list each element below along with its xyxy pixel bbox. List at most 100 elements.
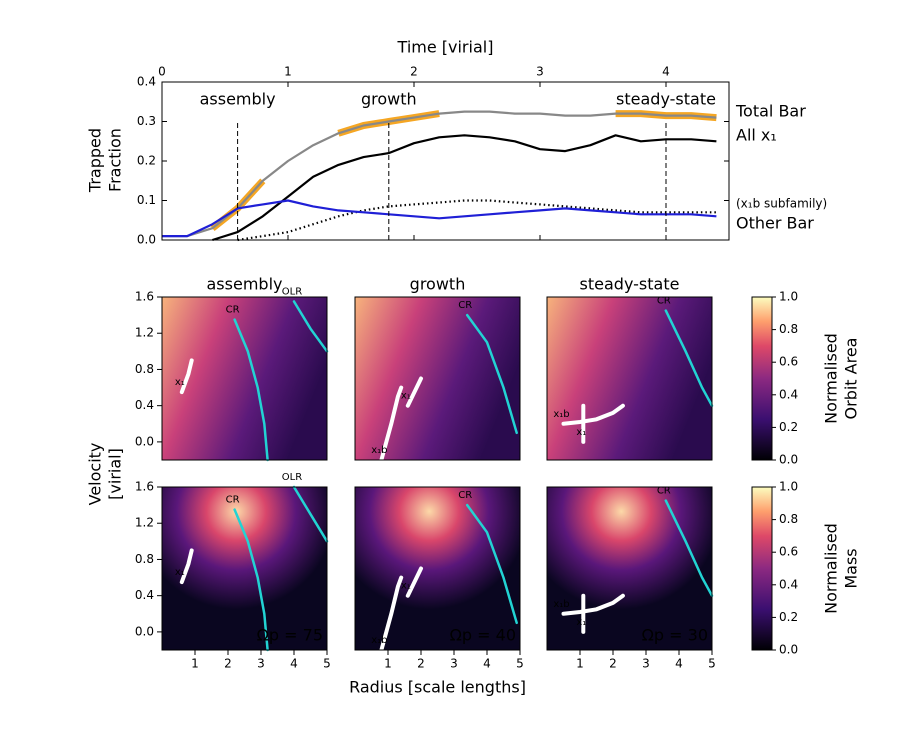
colorbar-label: Mass — [842, 548, 861, 588]
legend-label: All x₁ — [736, 126, 777, 145]
axes-frame — [354, 486, 521, 651]
curve — [233, 318, 269, 462]
heatmap-background — [547, 297, 712, 460]
series-line — [162, 110, 717, 238]
colorbar-tick-label: 1.0 — [779, 480, 798, 494]
y-axis-label: Trapped — [86, 128, 105, 193]
colorbar — [751, 486, 773, 651]
x-axis-label: Time [virial] — [397, 38, 494, 57]
y-axis-label: [virial] — [106, 448, 125, 500]
curve — [405, 376, 423, 408]
curve — [292, 485, 329, 543]
axes-frame — [354, 296, 521, 461]
y-tick-label: 0.8 — [135, 362, 154, 376]
y-tick-label: 0.1 — [137, 193, 156, 207]
x-tick-label: 3 — [536, 65, 544, 79]
heatmap-background — [355, 487, 520, 650]
curve — [561, 593, 625, 616]
y-tick-label: 0.0 — [137, 233, 156, 247]
curve — [179, 358, 194, 395]
curve — [664, 309, 714, 407]
x-tick-label: 1 — [384, 657, 392, 671]
colorbar-label: Normalised — [822, 523, 841, 614]
y-tick-label: 0.4 — [137, 75, 156, 89]
x-tick-label: 4 — [483, 657, 491, 671]
colorbar-tick-label: 0.8 — [779, 322, 798, 336]
y-tick-label: 0.0 — [135, 624, 154, 638]
x-tick-label: 5 — [516, 657, 524, 671]
curve — [179, 548, 194, 585]
series-line — [237, 199, 717, 242]
curve-label: x₁ — [576, 427, 586, 438]
colorbar-tick-label: 0.4 — [779, 387, 798, 401]
curve-label: CR — [657, 296, 671, 307]
y-tick-label: 0.0 — [135, 434, 154, 448]
colorbar-label: Normalised — [822, 333, 841, 424]
y-tick-label: 1.2 — [135, 326, 154, 340]
y-tick-label: 0.4 — [135, 398, 154, 412]
axes-frame — [161, 296, 328, 461]
curve-label: x₁ — [401, 581, 411, 592]
colorbar-tick-label: 0.8 — [779, 512, 798, 526]
colorbar-label: Orbit Area — [842, 338, 861, 420]
curve-label: x₁b — [371, 635, 387, 646]
heatmap-background — [162, 487, 327, 650]
series-line — [210, 110, 717, 231]
curve-label: x₁b — [553, 599, 569, 610]
curve — [379, 385, 404, 462]
heatmap-background — [547, 487, 712, 650]
x-tick-label: 1 — [576, 657, 584, 671]
x-axis-label: Radius [scale lengths] — [349, 678, 526, 697]
phase-label: growth — [361, 90, 417, 109]
curve-label: CR — [458, 490, 472, 501]
x-tick-label: 2 — [224, 657, 232, 671]
y-axis-label: Fraction — [106, 128, 125, 192]
y-tick-label: 0.2 — [137, 154, 156, 168]
curve-label: x₁ — [576, 617, 586, 628]
annotation: Ωp = 75 — [257, 626, 323, 645]
x-tick-label: 1 — [191, 657, 199, 671]
curve — [664, 499, 714, 597]
x-tick-label: 2 — [410, 65, 418, 79]
curve-label: OLR — [282, 472, 302, 483]
x-tick-label: 5 — [323, 657, 331, 671]
annotation: Ωp = 40 — [450, 626, 516, 645]
axes-frame — [546, 296, 713, 461]
phase-label: steady-state — [616, 90, 716, 109]
colorbar-tick-label: 0.6 — [779, 545, 798, 559]
heatmap-background — [355, 297, 520, 460]
colorbar-tick-label: 0.6 — [779, 355, 798, 369]
annotation: Ωp = 30 — [642, 626, 708, 645]
curve-label: CR — [226, 495, 240, 506]
curve — [465, 503, 518, 625]
colorbar-tick-label: 0.2 — [779, 420, 798, 434]
curve — [233, 508, 269, 652]
panel-title: steady-state — [580, 275, 680, 294]
colorbar — [751, 296, 773, 461]
curve-label: x₁b — [553, 409, 569, 420]
curve — [561, 403, 625, 426]
curve-label: x₁ — [175, 377, 185, 388]
x-tick-label: 1 — [284, 65, 292, 79]
x-tick-label: 4 — [290, 657, 298, 671]
panel-title: assembly — [207, 275, 283, 294]
series-line — [212, 134, 717, 242]
x-tick-label: 4 — [675, 657, 683, 671]
legend-label: Other Bar — [736, 214, 814, 233]
x-tick-label: 2 — [417, 657, 425, 671]
axes-frame — [546, 486, 713, 651]
colorbar-tick-label: 0.2 — [779, 610, 798, 624]
x-tick-label: 4 — [662, 65, 670, 79]
curve-label: OLR — [282, 287, 302, 298]
curve-label: x₁b — [371, 445, 387, 456]
series-line — [162, 199, 717, 238]
colorbar-tick-label: 0.0 — [779, 453, 798, 467]
y-tick-label: 1.2 — [135, 516, 154, 530]
legend-label: (x₁b subfamily) — [736, 197, 827, 211]
y-tick-label: 0.3 — [137, 114, 156, 128]
y-axis-label: Velocity — [86, 443, 105, 506]
curve — [292, 300, 329, 353]
x-tick-label: 2 — [609, 657, 617, 671]
colorbar-tick-label: 0.4 — [779, 577, 798, 591]
